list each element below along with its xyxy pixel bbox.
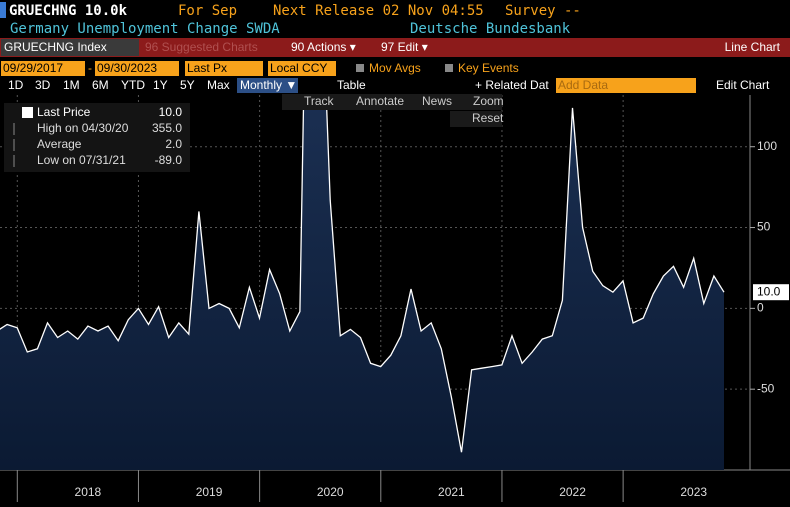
legend-value: -89.0 <box>155 153 183 167</box>
dash: - <box>88 61 92 75</box>
line <box>0 95 725 453</box>
add-data-box[interactable] <box>556 78 696 93</box>
legend-label: Last Price <box>37 105 91 119</box>
checkbox[interactable] <box>356 64 364 72</box>
x-tick-label: 2020 <box>317 485 344 499</box>
range-button[interactable]: 5Y <box>180 78 195 92</box>
currency[interactable]: Local CCY <box>270 61 327 75</box>
legend-label: Low on 07/31/21 <box>37 153 126 167</box>
field-box[interactable] <box>185 61 263 76</box>
release: Next Release 02 Nov 04:55 <box>273 3 484 19</box>
last-value-label: 10.0 <box>757 284 781 298</box>
source: Deutsche Bundesbank <box>410 21 571 37</box>
x-tick-label: 2021 <box>438 485 465 499</box>
range-button[interactable]: 1M <box>63 78 80 92</box>
x-tick-label: 2023 <box>680 485 707 499</box>
range-button[interactable]: 3D <box>35 78 51 92</box>
frequency-box[interactable] <box>237 78 298 93</box>
period: For Sep <box>178 3 237 19</box>
marker <box>0 2 6 18</box>
security[interactable]: GRUECHNG Index <box>4 40 107 54</box>
mov-avgs[interactable]: Mov Avgs <box>369 61 421 75</box>
x-tick-label: 2018 <box>75 485 102 499</box>
legend-box <box>4 103 190 172</box>
series <box>0 95 725 470</box>
legend-label: Average <box>37 137 82 151</box>
y-tick-label: 100 <box>757 139 777 153</box>
y-tick-label: 50 <box>757 220 771 234</box>
range-button[interactable]: 6M <box>92 78 109 92</box>
legend-label: High on 04/30/20 <box>37 121 129 135</box>
date-box[interactable] <box>1 61 85 76</box>
toolbar <box>0 38 790 57</box>
chart-tools <box>282 94 502 110</box>
track[interactable]: Track <box>304 94 335 108</box>
range-button[interactable]: 1Y <box>153 78 168 92</box>
legend-value: 10.0 <box>159 105 183 119</box>
y-tick-label: 0 <box>757 301 764 315</box>
annotate[interactable]: Annotate <box>356 94 404 108</box>
frequency[interactable]: Monthly ▼ <box>240 78 297 92</box>
edit[interactable]: 97 Edit ▾ <box>381 40 428 54</box>
start-date[interactable]: 09/29/2017 <box>3 61 63 75</box>
end-date[interactable]: 09/30/2023 <box>97 61 157 75</box>
range-button[interactable]: YTD <box>121 78 145 92</box>
last-value-tag <box>753 284 789 301</box>
reset[interactable]: Reset <box>472 111 504 125</box>
table[interactable]: Table <box>337 78 366 92</box>
ticker: GRUECHNG 10.0k <box>9 3 128 19</box>
chart-kind: Line Chart <box>725 40 781 54</box>
zoom[interactable]: Zoom <box>473 94 504 108</box>
add-data[interactable]: Add Data <box>558 78 608 92</box>
x-tick-label: 2022 <box>559 485 586 499</box>
news[interactable]: News <box>422 94 452 108</box>
actions[interactable]: 90 Actions ▾ <box>291 40 356 54</box>
x-tick-label: 2019 <box>196 485 223 499</box>
area <box>0 95 724 470</box>
date-box[interactable] <box>95 61 179 76</box>
legend-value: 355.0 <box>152 121 182 135</box>
related[interactable]: + Related Dat <box>475 78 549 92</box>
edit-chart[interactable]: Edit Chart <box>716 78 770 92</box>
y-tick-label: -50 <box>757 381 775 395</box>
security-box[interactable] <box>1 39 139 56</box>
legend-value: 2.0 <box>165 137 182 151</box>
ccy-box[interactable] <box>268 61 336 76</box>
reset-box[interactable] <box>450 111 502 127</box>
suggested[interactable]: 96 Suggested Charts <box>145 40 258 54</box>
checkbox[interactable] <box>445 64 453 72</box>
range-button[interactable]: 1D <box>8 78 24 92</box>
survey: Survey -- <box>505 3 581 19</box>
description: Germany Unemployment Change SWDA <box>10 21 280 37</box>
legend-swatch <box>22 107 33 118</box>
field[interactable]: Last Px <box>187 61 227 75</box>
range-button[interactable]: Max <box>207 78 230 92</box>
key-events[interactable]: Key Events <box>458 61 519 75</box>
